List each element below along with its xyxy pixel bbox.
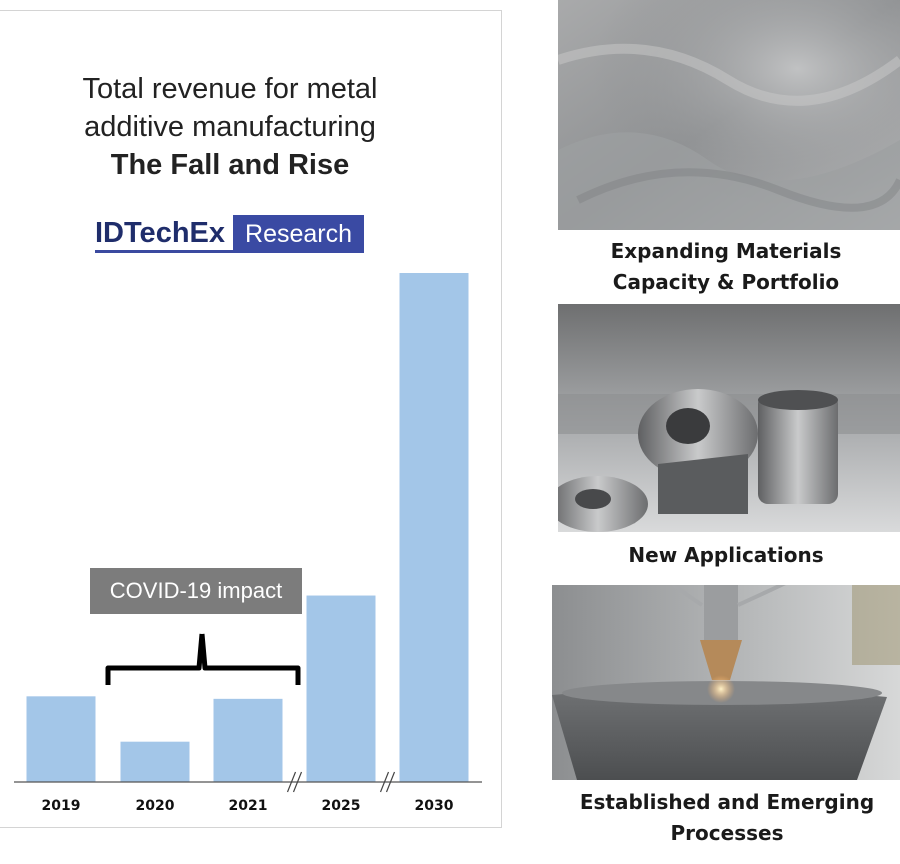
laser-deposition-photo — [552, 585, 900, 780]
x-tick-label-2025: 2025 — [322, 798, 361, 814]
x-tick-label-2020: 2020 — [136, 798, 175, 814]
chart-title-line-1: Total revenue for metal — [82, 73, 378, 105]
axis-break-1 — [286, 771, 303, 793]
printed-parts-image — [558, 304, 900, 532]
caption-materials: Expanding Materials Capacity & Portfolio — [558, 236, 894, 298]
axis-break-2 — [379, 771, 396, 793]
idtechex-logo: IDTechEx Research — [95, 215, 365, 253]
printed-parts-photo — [558, 304, 900, 532]
caption-processes-line-1: Established and Emerging — [579, 790, 875, 814]
bar-2020 — [120, 741, 190, 782]
metal-powder-image — [558, 0, 900, 230]
chart-subtitle: The Fall and Rise — [110, 149, 350, 181]
logo-tag: Research — [233, 215, 365, 253]
caption-processes: Established and Emerging Processes — [554, 787, 900, 849]
covid-impact-label: COVID-19 impact — [90, 568, 302, 614]
caption-processes-line-2: Processes — [670, 821, 784, 845]
covid-brace — [105, 633, 301, 685]
caption-materials-line-2: Capacity & Portfolio — [612, 270, 840, 294]
chart-title-line-2: additive manufacturing — [84, 111, 376, 143]
bar-2019 — [26, 696, 96, 782]
logo-brand: IDTechEx — [95, 215, 234, 253]
bar-2025 — [306, 595, 376, 782]
bar-chart: 2019 2020 2021 2025 2030 — [14, 273, 482, 814]
caption-applications-line-1: New Applications — [628, 543, 824, 567]
caption-materials-line-1: Expanding Materials — [610, 239, 842, 263]
x-tick-label-2021: 2021 — [229, 798, 268, 814]
laser-deposition-image — [552, 585, 900, 780]
bar-2021 — [213, 698, 283, 782]
caption-applications: New Applications — [558, 540, 894, 571]
metal-powder-photo — [558, 0, 900, 230]
x-tick-label-2030: 2030 — [415, 798, 454, 814]
x-tick-label-2019: 2019 — [42, 798, 81, 814]
bar-2030 — [399, 273, 469, 782]
